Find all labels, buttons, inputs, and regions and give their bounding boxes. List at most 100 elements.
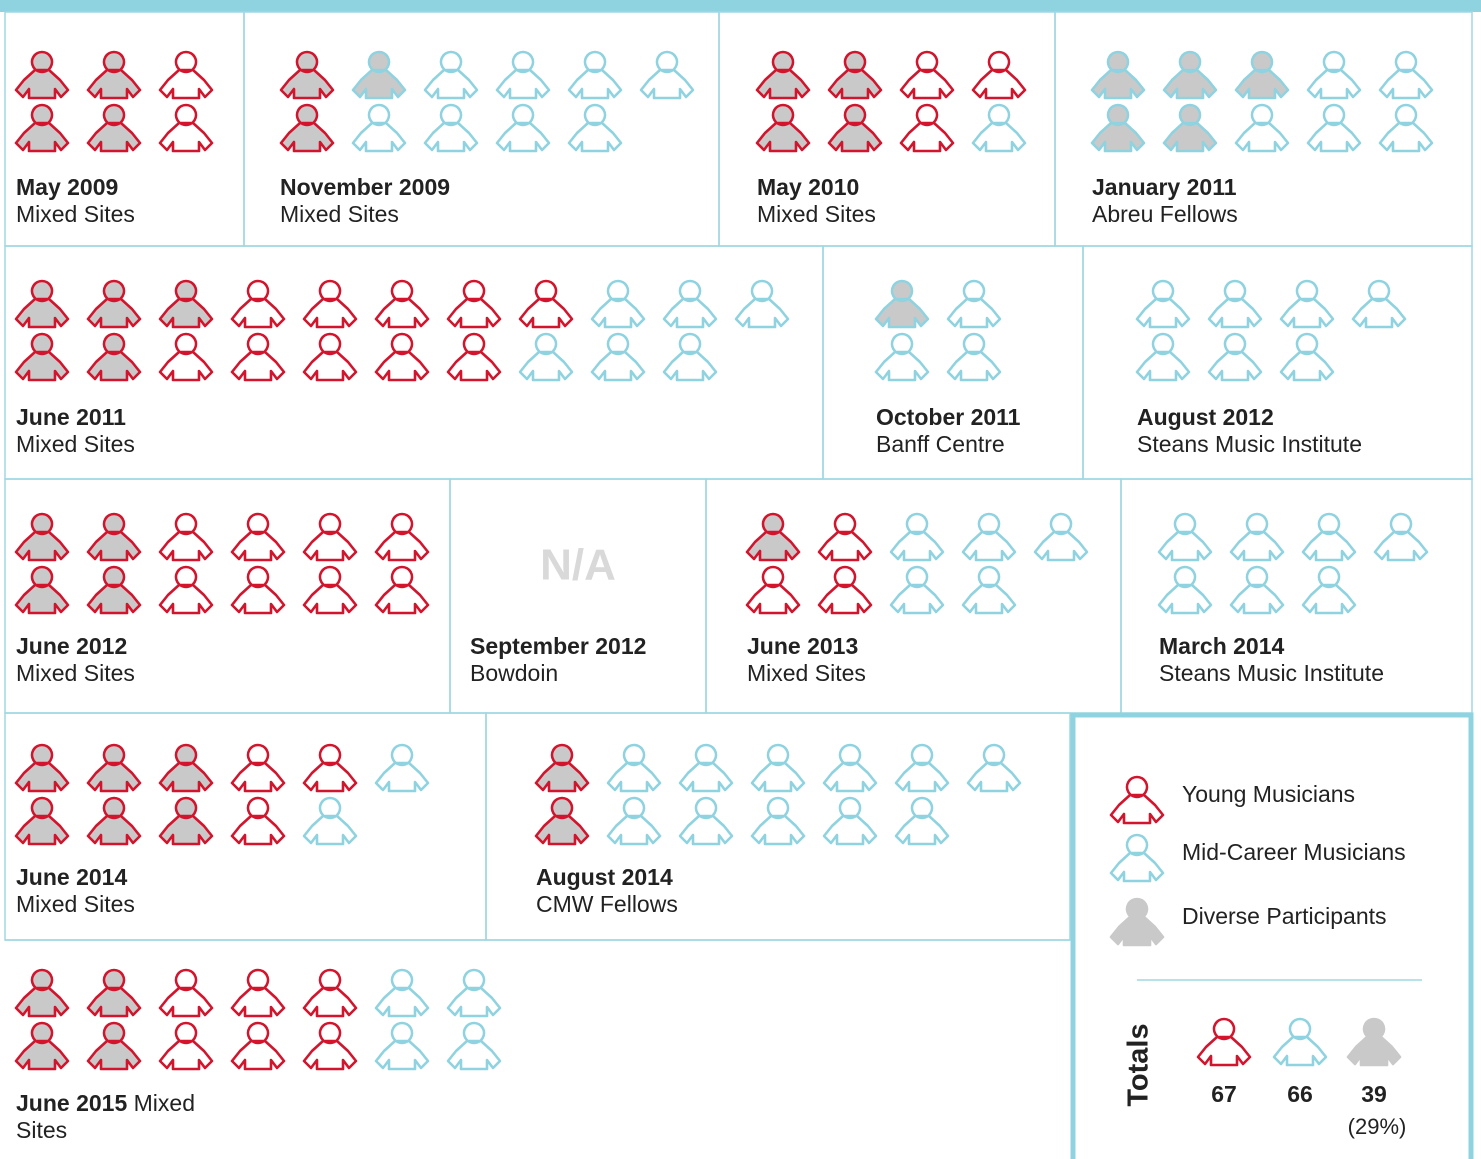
person-icon xyxy=(374,512,430,562)
person-icon xyxy=(374,968,430,1018)
person-icon xyxy=(86,50,142,100)
person-icon xyxy=(518,279,574,329)
person-icon xyxy=(14,565,70,615)
person-icon xyxy=(966,743,1022,793)
person-icon xyxy=(874,332,930,382)
cohort-date: June 2012 xyxy=(16,633,128,659)
person-icon xyxy=(1301,512,1357,562)
person-icon xyxy=(1033,512,1089,562)
cohort-date: March 2014 xyxy=(1159,633,1285,659)
person-icon xyxy=(374,332,430,382)
cohort-site: Mixed Sites xyxy=(747,660,866,686)
person-icon xyxy=(894,743,950,793)
person-icon xyxy=(14,332,70,382)
person-icon xyxy=(230,565,286,615)
person-icon xyxy=(158,512,214,562)
person-icon xyxy=(279,103,335,153)
cohort-site: Mixed Sites xyxy=(757,201,876,227)
cohort-date: June 2011 xyxy=(16,404,126,430)
person-icon xyxy=(86,743,142,793)
person-icon xyxy=(495,103,551,153)
person-icon xyxy=(230,743,286,793)
person-icon xyxy=(961,565,1017,615)
cohort-label: November 2009 Mixed Sites xyxy=(280,174,450,228)
person-icon xyxy=(894,796,950,846)
person-icon xyxy=(302,565,358,615)
person-icon xyxy=(1378,50,1434,100)
cohort-site: Banff Centre xyxy=(876,431,1005,457)
person-icon xyxy=(1234,103,1290,153)
cohort-label: June 2013 Mixed Sites xyxy=(747,633,866,687)
person-icon xyxy=(678,796,734,846)
person-icon xyxy=(889,565,945,615)
person-icon xyxy=(567,50,623,100)
person-icon xyxy=(446,279,502,329)
person-icon xyxy=(158,332,214,382)
cohort-label: October 2011 Banff Centre xyxy=(876,404,1020,458)
cohort-label: June 2014 Mixed Sites xyxy=(16,864,135,918)
person-icon xyxy=(874,279,930,329)
person-icon xyxy=(14,743,70,793)
cohort-label: June 2015 Mixed Sites xyxy=(16,1090,231,1144)
person-icon xyxy=(86,968,142,1018)
cohort-date: August 2014 xyxy=(536,864,673,890)
person-icon xyxy=(14,512,70,562)
person-icon xyxy=(889,512,945,562)
person-icon xyxy=(230,796,286,846)
person-icon xyxy=(971,103,1027,153)
person-icon xyxy=(662,332,718,382)
cohort-site: Mixed Sites xyxy=(16,431,135,457)
person-icon xyxy=(534,743,590,793)
person-icon xyxy=(14,103,70,153)
person-icon xyxy=(446,332,502,382)
person-icon xyxy=(639,50,695,100)
cohort-date: June 2013 xyxy=(747,633,859,659)
person-icon xyxy=(1279,332,1335,382)
person-icon xyxy=(606,743,662,793)
person-icon xyxy=(86,1021,142,1071)
person-icon xyxy=(1162,50,1218,100)
person-icon xyxy=(750,796,806,846)
person-icon xyxy=(302,796,358,846)
person-icon xyxy=(1229,565,1285,615)
person-icon xyxy=(1279,279,1335,329)
cohort-label: September 2012 Bowdoin xyxy=(470,633,646,687)
person-icon xyxy=(755,103,811,153)
person-icon xyxy=(351,103,407,153)
cohort-label: August 2014 CMW Fellows xyxy=(536,864,678,918)
person-icon xyxy=(14,50,70,100)
totals-label: Totals xyxy=(1123,1023,1155,1106)
top-bar xyxy=(0,0,1481,12)
person-icon xyxy=(374,279,430,329)
person-icon xyxy=(534,796,590,846)
person-icon xyxy=(302,968,358,1018)
cohort-site: Bowdoin xyxy=(470,660,559,686)
person-icon xyxy=(1090,50,1146,100)
person-icon xyxy=(755,50,811,100)
cohort-label: January 2011 Abreu Fellows xyxy=(1092,174,1238,228)
person-icon xyxy=(1301,565,1357,615)
person-icon xyxy=(230,1021,286,1071)
cohort-date: October 2011 xyxy=(876,404,1021,430)
totals-share: (29%) xyxy=(1348,1114,1407,1139)
person-icon xyxy=(590,332,646,382)
person-icon xyxy=(899,103,955,153)
person-icon xyxy=(86,332,142,382)
person-icon xyxy=(1090,103,1146,153)
cohort-label: May 2010 Mixed Sites xyxy=(757,174,876,228)
person-icon xyxy=(86,103,142,153)
person-icon xyxy=(518,332,574,382)
person-icon xyxy=(230,968,286,1018)
person-icon xyxy=(899,50,955,100)
person-icon xyxy=(374,1021,430,1071)
cohort-label: March 2014 Steans Music Institute xyxy=(1159,633,1384,687)
person-icon xyxy=(158,1021,214,1071)
cohort-site: Steans Music Institute xyxy=(1137,431,1362,457)
person-icon xyxy=(745,565,801,615)
legend-label: Diverse Participants xyxy=(1182,903,1387,929)
person-icon xyxy=(946,332,1002,382)
person-icon xyxy=(302,332,358,382)
person-icon xyxy=(971,50,1027,100)
person-icon xyxy=(817,512,873,562)
person-icon xyxy=(374,565,430,615)
